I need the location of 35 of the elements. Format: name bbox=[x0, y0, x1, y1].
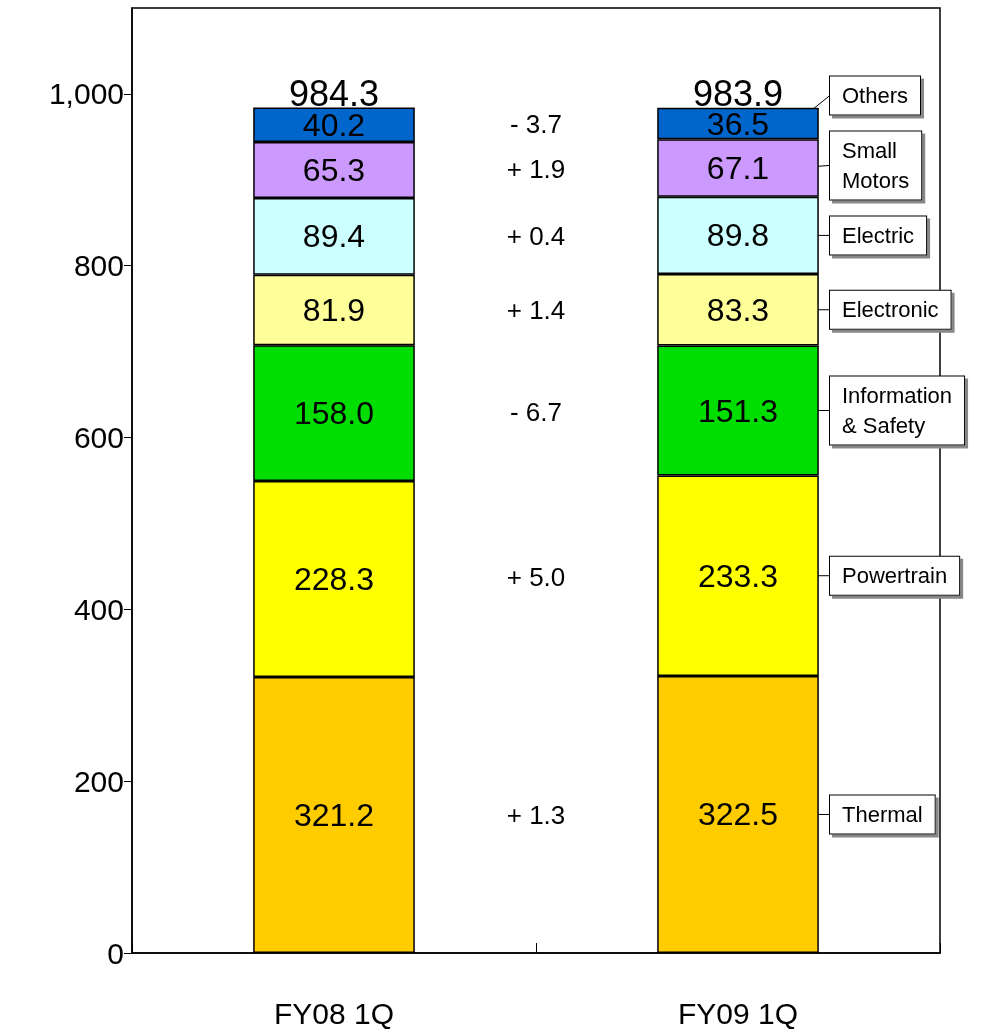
annotation: - 6.7 bbox=[509, 396, 563, 427]
x-tick-label: FY08 1Q bbox=[273, 996, 395, 1030]
annotation: + 1.4 bbox=[506, 294, 566, 325]
y-tick-label: 800 bbox=[73, 249, 124, 283]
data-label: 322.5 bbox=[697, 796, 779, 833]
legend-label: Information & Safety bbox=[842, 383, 953, 439]
data-label: 83.3 bbox=[706, 291, 770, 328]
data-label: 228.3 bbox=[293, 560, 375, 597]
data-label: 233.3 bbox=[697, 557, 779, 594]
y-tick-label: 600 bbox=[73, 421, 124, 455]
annotation: + 0.4 bbox=[506, 220, 566, 251]
data-label: 151.3 bbox=[697, 392, 779, 429]
y-tick-label: 1,000 bbox=[48, 77, 124, 111]
data-label: 36.5 bbox=[706, 105, 770, 142]
y-tick-label: 200 bbox=[73, 764, 124, 798]
annotation: + 1.9 bbox=[506, 153, 566, 184]
legend-label: Electronic bbox=[842, 297, 939, 323]
annotation: + 1.3 bbox=[506, 799, 566, 830]
y-tick-label: 0 bbox=[107, 936, 124, 970]
data-label: 67.1 bbox=[706, 150, 770, 187]
legend-label: Powertrain bbox=[842, 563, 948, 589]
data-label: 89.4 bbox=[302, 218, 366, 255]
annotation: - 3.7 bbox=[509, 109, 563, 140]
legend-label: Small Motors bbox=[842, 137, 910, 193]
y-tick-label: 400 bbox=[73, 592, 124, 626]
data-label: 81.9 bbox=[302, 292, 366, 329]
data-label: 89.8 bbox=[706, 217, 770, 254]
annotation: + 5.0 bbox=[506, 562, 566, 593]
legend-label: Thermal bbox=[842, 801, 923, 827]
legend-label: Others bbox=[842, 82, 909, 108]
x-tick-label: FY09 1Q bbox=[677, 996, 799, 1030]
data-label: 65.3 bbox=[302, 151, 366, 188]
data-label: 321.2 bbox=[293, 797, 375, 834]
data-label: 158.0 bbox=[293, 395, 375, 432]
legend-label: Electric bbox=[842, 222, 915, 248]
